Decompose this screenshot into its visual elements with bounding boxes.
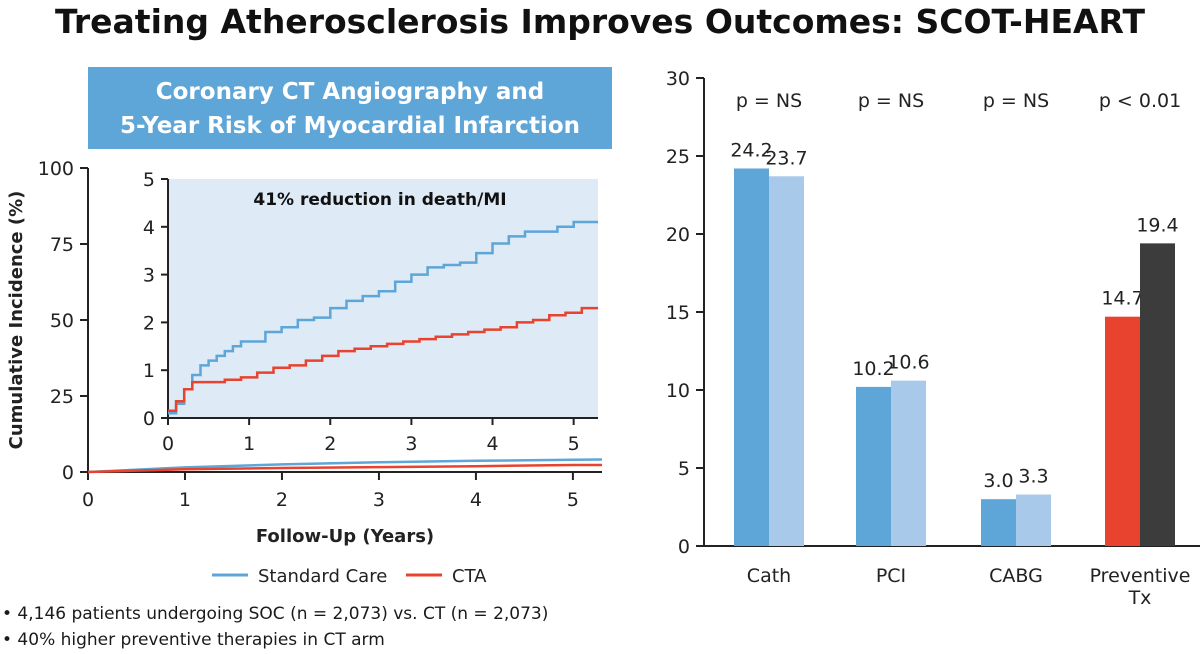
- bar-value-label: 19.4: [1136, 214, 1178, 236]
- bar-category-label: Tx: [1128, 587, 1152, 609]
- bar-y-tick-label: 15: [666, 302, 690, 324]
- bar-y-tick-label: 20: [666, 224, 690, 246]
- inset-x-tick-label: 1: [243, 433, 255, 455]
- inset-series-standard-care: [168, 220, 598, 415]
- main-series-standard-care: [87, 458, 603, 474]
- bar-category-label: CABG: [989, 565, 1043, 587]
- p-value-label: p < 0.01: [1099, 90, 1181, 112]
- inset-x-tick-label: 3: [405, 433, 417, 455]
- p-value-label: p = NS: [736, 90, 802, 112]
- x-axis-label: Follow-Up (Years): [256, 526, 434, 547]
- bar: [981, 499, 1016, 546]
- inset-background: [168, 179, 598, 418]
- bar-y-tick-label: 25: [666, 146, 690, 168]
- legend: Standard Care CTA: [212, 566, 487, 587]
- bar: [734, 168, 769, 547]
- bar: [1105, 316, 1140, 546]
- bar: [1140, 243, 1175, 547]
- x-tick-label: 5: [567, 489, 579, 511]
- bar: [769, 176, 804, 546]
- inset-y-tick-label: 5: [143, 169, 155, 191]
- bar-y-tick-label: 30: [666, 68, 690, 90]
- note-2: • 40% higher preventive therapies in CT …: [2, 630, 385, 650]
- inset-x-tick-label: 0: [162, 433, 174, 455]
- bar-y-tick-label: 5: [678, 458, 690, 480]
- notes: • 4,146 patients undergoing SOC (n = 2,0…: [2, 601, 548, 653]
- main-series-cta: [87, 463, 602, 474]
- p-value-label: p = NS: [983, 90, 1049, 112]
- inset-axes: 0 1 2 3 4 5 0 1 2 3 4 5 41% reduction in death/MI: [143, 169, 598, 455]
- bar-value-label: 23.7: [765, 147, 807, 169]
- y-tick-label: 25: [50, 386, 74, 408]
- inset-x-tick-label: 2: [324, 433, 336, 455]
- legend-label: Standard Care: [258, 566, 387, 587]
- bar-axes: 0 5 10 15 20 25 30 24.223.7 p = NS Cath 10.210.6 p …: [666, 68, 1200, 609]
- bar-value-label: 24.2: [730, 139, 772, 161]
- x-tick-label: 3: [373, 489, 385, 511]
- bar: [1016, 494, 1051, 546]
- y-tick-label: 0: [62, 462, 74, 484]
- y-tick-label: 50: [50, 310, 74, 332]
- legend-label: CTA: [452, 566, 487, 587]
- bar-category-label: Cath: [747, 565, 791, 587]
- inset-y-tick-label: 2: [143, 312, 155, 334]
- y-axis-label: Cumulative Incidence (%): [6, 191, 27, 450]
- inset-x-tick-label: 4: [486, 433, 498, 455]
- bar: [891, 380, 926, 546]
- inset-y-tick-label: 0: [143, 408, 155, 430]
- x-tick-label: 4: [470, 489, 482, 511]
- bar-y-tick-label: 0: [678, 536, 690, 558]
- panel-title-banner: Coronary CT Angiography and 5-Year Risk …: [88, 67, 612, 149]
- note-1: • 4,146 patients undergoing SOC (n = 2,0…: [2, 604, 549, 624]
- inset-y-tick-label: 4: [143, 217, 155, 239]
- panel-title-line-2: 5-Year Risk of Myocardial Infarction: [119, 113, 580, 139]
- y-tick-label: 75: [50, 234, 74, 256]
- bar-value-label: 3.3: [1018, 466, 1048, 488]
- inset-x-tick-label: 5: [568, 433, 580, 455]
- panel-title-line-1: Coronary CT Angiography and: [155, 79, 545, 105]
- figure-title: Treating Atherosclerosis Improves Outcom…: [55, 2, 1145, 41]
- x-tick-label: 2: [276, 489, 288, 511]
- bar-y-tick-label: 10: [666, 380, 690, 402]
- inset-y-tick-label: 1: [143, 360, 155, 382]
- inset-y-tick-label: 3: [143, 265, 155, 287]
- bar-value-label: 14.7: [1101, 288, 1143, 310]
- inset-series-cta: [168, 306, 598, 413]
- y-tick-label: 100: [38, 158, 74, 180]
- bar-category-label: PCI: [876, 565, 906, 587]
- x-tick-label: 1: [179, 489, 191, 511]
- bar-value-label: 10.6: [887, 352, 929, 374]
- inset-annotation: 41% reduction in death/MI: [253, 190, 506, 210]
- bar-value-label: 3.0: [983, 470, 1013, 492]
- x-tick-label: 0: [82, 489, 94, 511]
- bar-category-label: Preventive: [1090, 565, 1191, 587]
- bar: [856, 386, 891, 546]
- p-value-label: p = NS: [858, 90, 924, 112]
- bar-value-label: 10.2: [852, 358, 894, 380]
